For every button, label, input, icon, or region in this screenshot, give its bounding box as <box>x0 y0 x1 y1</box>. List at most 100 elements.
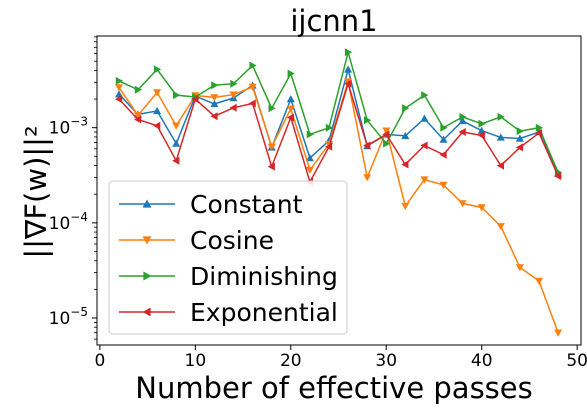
data-point <box>401 160 409 169</box>
data-point <box>439 181 448 189</box>
legend-box <box>108 180 348 335</box>
data-point <box>172 156 180 165</box>
x-tick-label: 30 <box>375 351 397 371</box>
data-point <box>210 94 219 102</box>
x-tick-label: 40 <box>471 351 493 371</box>
data-point <box>496 161 504 170</box>
series-constant <box>115 65 563 177</box>
data-point <box>115 90 123 98</box>
data-point <box>459 112 467 121</box>
plot-area <box>96 35 582 346</box>
data-point <box>382 127 391 135</box>
data-point <box>383 139 391 148</box>
legend-marker <box>142 236 152 245</box>
data-point <box>191 95 199 104</box>
data-point <box>477 204 486 212</box>
series-layer <box>115 48 563 337</box>
data-point <box>267 143 276 151</box>
data-point <box>421 91 429 100</box>
data-point <box>286 113 294 122</box>
data-point <box>305 166 314 174</box>
data-point <box>363 141 371 150</box>
legend-label: Diminishing <box>190 262 338 291</box>
y-tick-label: 10−3 <box>49 115 88 139</box>
plot-frame <box>96 35 582 346</box>
x-tick-label: 0 <box>94 351 105 371</box>
data-point <box>267 162 275 171</box>
data-point <box>344 48 353 57</box>
data-point <box>496 223 505 231</box>
data-point <box>363 174 372 182</box>
data-point <box>325 142 333 151</box>
chart-title: ijcnn1 <box>290 4 377 38</box>
data-point <box>420 141 428 150</box>
data-point <box>230 79 238 88</box>
data-point <box>439 135 448 143</box>
data-point <box>516 127 524 136</box>
data-point <box>134 85 142 94</box>
data-point <box>402 104 410 113</box>
data-point <box>115 76 123 85</box>
data-point <box>401 131 410 140</box>
data-point <box>554 172 562 181</box>
data-point <box>268 104 276 113</box>
data-point <box>229 91 238 99</box>
data-point <box>458 116 467 125</box>
y-axis-label: ||∇F(w)||² <box>19 125 53 258</box>
data-point <box>420 176 429 184</box>
data-point <box>134 115 142 124</box>
data-point <box>325 123 333 132</box>
legend-label: Constant <box>190 190 303 219</box>
y-tick-label: 10−4 <box>49 210 88 234</box>
data-point <box>173 91 181 100</box>
data-point <box>115 95 123 104</box>
series-exponential <box>115 79 562 186</box>
data-point <box>515 143 524 152</box>
data-point <box>364 116 372 125</box>
x-axis-ticks: 0 10 20 30 40 50 <box>94 345 587 371</box>
x-tick-label: 10 <box>185 351 207 371</box>
x-tick-label: 20 <box>280 351 302 371</box>
data-point <box>172 122 181 130</box>
data-point <box>249 61 257 70</box>
x-tick-label: 50 <box>566 351 587 371</box>
legend-label: Cosine <box>190 226 274 255</box>
legend-label: Exponential <box>190 298 338 327</box>
series-line <box>118 66 559 174</box>
data-point <box>286 105 295 113</box>
data-point <box>134 112 142 120</box>
data-point <box>153 89 162 97</box>
data-point <box>382 130 390 139</box>
data-point <box>344 79 352 88</box>
series-line <box>118 81 559 184</box>
data-point <box>440 123 448 132</box>
data-point <box>286 95 295 103</box>
y-tick-label: 10−5 <box>49 305 88 329</box>
data-point <box>515 264 524 272</box>
data-point <box>248 83 257 91</box>
data-point <box>420 114 429 122</box>
legend-marker <box>142 307 151 317</box>
data-point <box>248 99 256 108</box>
data-point <box>458 128 466 136</box>
data-point <box>115 84 123 92</box>
data-point <box>229 103 237 112</box>
legend-marker <box>142 199 152 208</box>
data-point <box>515 134 524 142</box>
data-point <box>458 200 467 208</box>
data-point <box>535 129 543 137</box>
data-point <box>210 112 218 121</box>
data-point <box>535 277 543 285</box>
data-point <box>305 154 314 162</box>
data-point <box>306 130 314 139</box>
data-point <box>153 65 162 74</box>
x-axis-label: Number of effective passes <box>135 371 533 405</box>
legend-marker <box>143 271 152 281</box>
data-point <box>477 131 485 140</box>
data-point <box>153 106 162 115</box>
series-diminishing <box>115 48 563 177</box>
legend: Constant Cosine Diminishing Exponential <box>108 180 348 335</box>
data-point <box>210 99 219 108</box>
data-point <box>344 65 353 73</box>
